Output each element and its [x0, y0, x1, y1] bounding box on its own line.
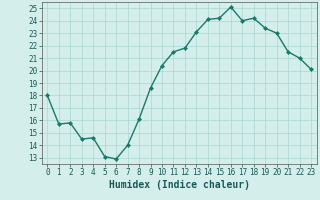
- X-axis label: Humidex (Indice chaleur): Humidex (Indice chaleur): [109, 180, 250, 190]
